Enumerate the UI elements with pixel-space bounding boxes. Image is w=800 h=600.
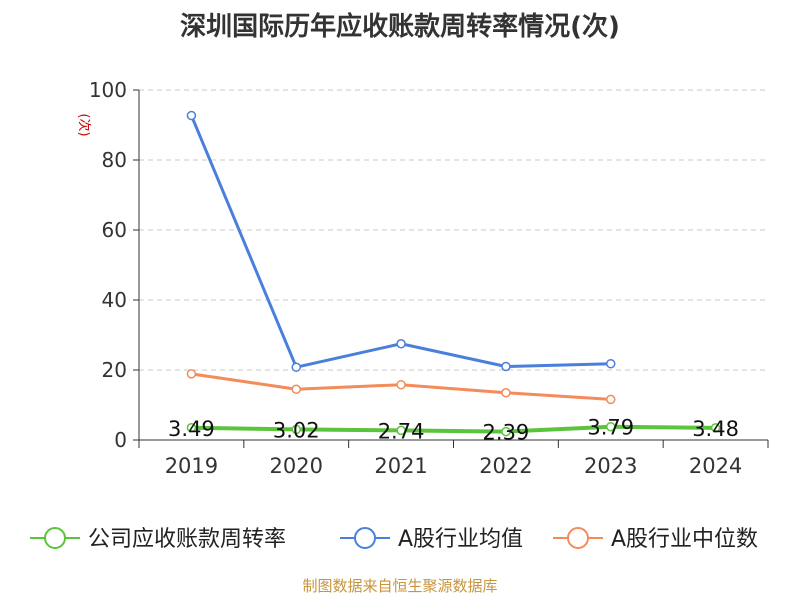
series-line	[191, 424, 716, 434]
data-point	[606, 421, 616, 432]
data-label: 2.74	[378, 419, 425, 443]
data-point	[396, 425, 406, 436]
y-tick-label: 0	[114, 428, 127, 452]
data-label: 3.79	[587, 416, 634, 440]
data-point	[396, 379, 406, 390]
data-label: 3.48	[692, 417, 739, 441]
data-label: 2.39	[483, 421, 530, 445]
data-label: 3.02	[273, 418, 320, 442]
data-labels: 3.49 3.02 2.74 2.39 3.79 3.48	[168, 416, 739, 445]
x-tick-label: 2022	[479, 454, 532, 478]
chart-title: 深圳国际历年应收账款周转率情况(次)	[180, 12, 620, 42]
axes	[133, 89, 769, 448]
data-point	[186, 110, 197, 121]
series-lines	[186, 110, 721, 437]
x-tick-label: 2024	[689, 454, 742, 478]
data-point	[501, 426, 511, 437]
y-axis-label: (次)	[76, 113, 92, 136]
data-point	[606, 394, 616, 405]
x-tick-label: 2020	[270, 454, 323, 478]
y-tick-label: 100	[89, 78, 127, 102]
source-footer: 制图数据来自恒生聚源数据库	[302, 577, 498, 595]
legend-swatch-marker	[567, 527, 589, 549]
legend-label: A股行业中位数	[611, 527, 758, 552]
data-point	[291, 424, 301, 435]
x-tick-label: 2019	[165, 454, 218, 478]
data-point	[606, 358, 616, 369]
legend-label: A股行业均值	[398, 527, 523, 552]
y-tick-label: 60	[102, 218, 127, 242]
legend-swatch-marker	[354, 527, 376, 549]
data-label: 3.49	[168, 417, 215, 441]
y-tick-label: 80	[102, 148, 127, 172]
data-point	[186, 423, 197, 433]
legend: 公司应收账款周转率 A股行业均值 A股行业中位数	[30, 527, 758, 552]
x-tick-label: 2021	[374, 454, 427, 478]
data-point	[501, 361, 511, 372]
data-point	[501, 388, 511, 398]
y-tick-label: 40	[102, 288, 127, 312]
x-tick-label: 2023	[584, 454, 637, 478]
gridlines	[139, 89, 768, 371]
data-point	[291, 384, 301, 394]
y-tick-label: 20	[102, 358, 127, 382]
legend-swatch-marker	[44, 527, 66, 549]
data-point	[396, 339, 406, 349]
y-tick-labels: 0 20 40 60 80 100	[89, 78, 127, 452]
data-point	[710, 423, 721, 433]
legend-label: 公司应收账款周转率	[88, 527, 286, 552]
series-line	[190, 114, 611, 369]
x-tick-labels: 2019 2020 2021 2022 2023 2024	[165, 454, 743, 478]
data-point	[186, 369, 197, 379]
data-point	[291, 362, 301, 372]
